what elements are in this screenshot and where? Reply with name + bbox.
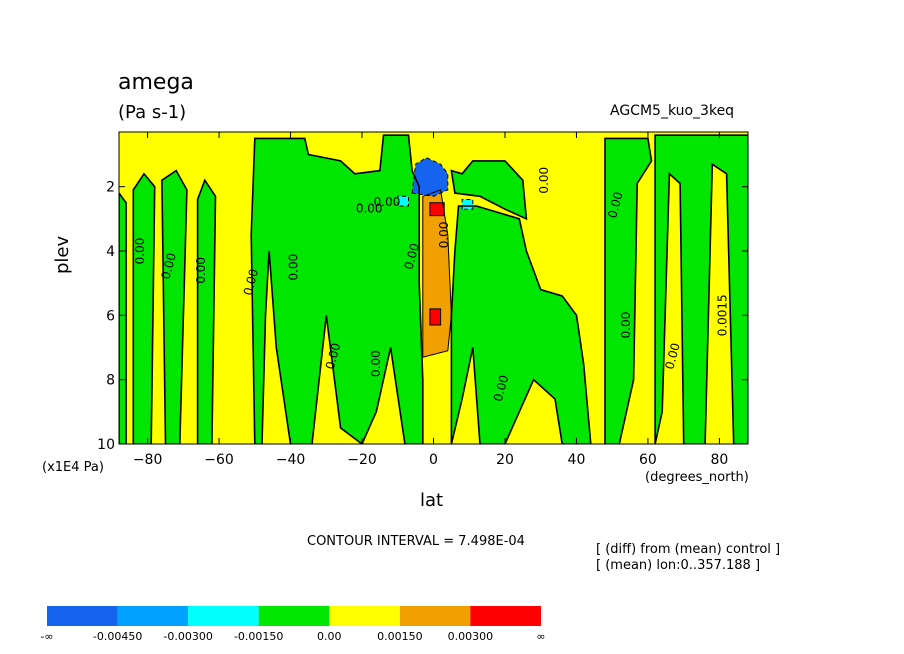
- x-tick-label-2: −40: [276, 452, 306, 468]
- x-tick-label-7: 60: [639, 452, 657, 468]
- contour-region-3: [161, 170, 187, 444]
- contour-label-14: 0.00: [619, 312, 633, 339]
- contour-label-3: 0.00: [241, 267, 261, 296]
- colorbar-label-7: ∞: [536, 630, 545, 643]
- colorbar-label-2: -0.00300: [163, 630, 212, 643]
- x-tick-label-8: 80: [710, 452, 728, 468]
- contour-line-9: [654, 134, 748, 444]
- contour-labels: 0.000.00 0.00 0.000.000.00 0.000.000.000.00…: [133, 167, 730, 403]
- colorbar-label-6: 0.00300: [448, 630, 494, 643]
- x-tick-label-6: 40: [568, 452, 586, 468]
- colorbar-swatch-6: [470, 606, 541, 626]
- colorbar-label-1: -0.00450: [93, 630, 142, 643]
- contour-label-10: 0.00: [437, 222, 451, 249]
- colorbar-swatch-4: [329, 606, 400, 626]
- contour-line-4: [196, 178, 217, 444]
- contour-line-8: [604, 137, 653, 444]
- contour-label-5: 0.00: [323, 341, 343, 370]
- colorbar-swatch-0: [47, 606, 118, 626]
- contour-lines: [119, 134, 748, 444]
- contour-line-11: [429, 202, 445, 217]
- chart-units: (Pa s-1): [118, 102, 187, 123]
- contour-label-11: 0.00: [491, 374, 511, 403]
- contour-region-7: [451, 160, 527, 219]
- contour-label-13: 0.00: [605, 190, 625, 219]
- y-tick-label-1: 4: [106, 244, 115, 260]
- contour-region-2: [133, 173, 155, 444]
- contour-interval: CONTOUR INTERVAL = 7.498E-04: [307, 534, 525, 549]
- axes: −80 −60 −40 −20 0 20 40 60 80 2 4 6 8 10: [97, 132, 748, 468]
- y-tick-label-4: 10: [97, 437, 115, 453]
- colorbar-swatch-1: [117, 606, 189, 626]
- contour-region-8: [605, 138, 652, 444]
- contour-line-15: [411, 157, 449, 197]
- contour-region-9: [655, 135, 748, 444]
- x-tick-label-3: −20: [347, 452, 377, 468]
- filled-contours: [119, 132, 748, 444]
- colorbar-label-3: -0.00150: [234, 630, 283, 643]
- contour-label-9: 0.00: [402, 242, 422, 271]
- contour-label-15: 0.00: [662, 341, 682, 370]
- contour-label-6: 0.00: [369, 350, 383, 377]
- colorbar-swatch-2: [188, 606, 259, 626]
- colorbar-label-4: 0.00: [317, 630, 342, 643]
- colorbar-label-5: 0.00150: [377, 630, 423, 643]
- contour-label-0: 0.00: [133, 238, 147, 265]
- contour-line-5: [250, 134, 424, 444]
- diff-note: [ (diff) from (mean) control ]: [596, 542, 781, 557]
- y-tick-label-0: 2: [106, 180, 115, 196]
- contour-region-5: [251, 135, 423, 444]
- x-axis-units: (degrees_north): [645, 470, 749, 485]
- colorbar: -∞ -0.00450 -0.00300 -0.00150 0.00 0.00150 0.0…: [40, 606, 546, 643]
- contour-label-2: 0.00: [194, 257, 208, 284]
- contour-region-14: [462, 199, 473, 210]
- contour-line-12: [429, 308, 442, 326]
- contour-label-16: 0.0015: [716, 294, 730, 336]
- x-tick-label-1: −60: [204, 452, 234, 468]
- x-tick-label-4: 0: [429, 452, 438, 468]
- contour-line-2: [132, 172, 156, 444]
- y-axis-units: (x1E4 Pa): [42, 460, 104, 475]
- chart-title: amega: [118, 70, 194, 95]
- contour-line-6: [450, 205, 592, 444]
- contour-region-4: [197, 180, 216, 444]
- colorbar-label-0: -∞: [40, 630, 53, 643]
- contour-label-4: 0.00: [287, 254, 301, 281]
- contour-label-7: 0.00: [356, 201, 383, 215]
- contour-region-1: [119, 193, 127, 444]
- colorbar-swatch-5: [399, 606, 471, 626]
- contour-label-8: 0.00: [374, 195, 401, 209]
- x-tick-label-0: −80: [133, 452, 163, 468]
- y-tick-label-3: 8: [106, 373, 115, 389]
- contour-line-7: [450, 160, 528, 221]
- contour-line-1: [119, 191, 127, 444]
- contour-region-15: [412, 157, 448, 197]
- contour-region-12: [429, 308, 441, 325]
- contour-line-3: [161, 169, 188, 444]
- x-tick-label-5: 20: [496, 452, 514, 468]
- contour-label-12: 0.00: [537, 167, 551, 194]
- contour-region-11: [429, 202, 445, 216]
- colorbar-swatch-3: [258, 606, 330, 626]
- run-name: AGCM5_kuo_3keq: [610, 103, 735, 119]
- contour-region-13: [397, 196, 409, 206]
- contour-label-1: 0.00: [159, 251, 179, 280]
- mean-note: [ (mean) lon:0..357.188 ]: [596, 558, 761, 573]
- x-axis-label: lat: [420, 490, 444, 511]
- contour-line-10: [422, 189, 452, 358]
- y-tick-label-2: 6: [106, 308, 115, 324]
- contour-region-6: [451, 206, 591, 444]
